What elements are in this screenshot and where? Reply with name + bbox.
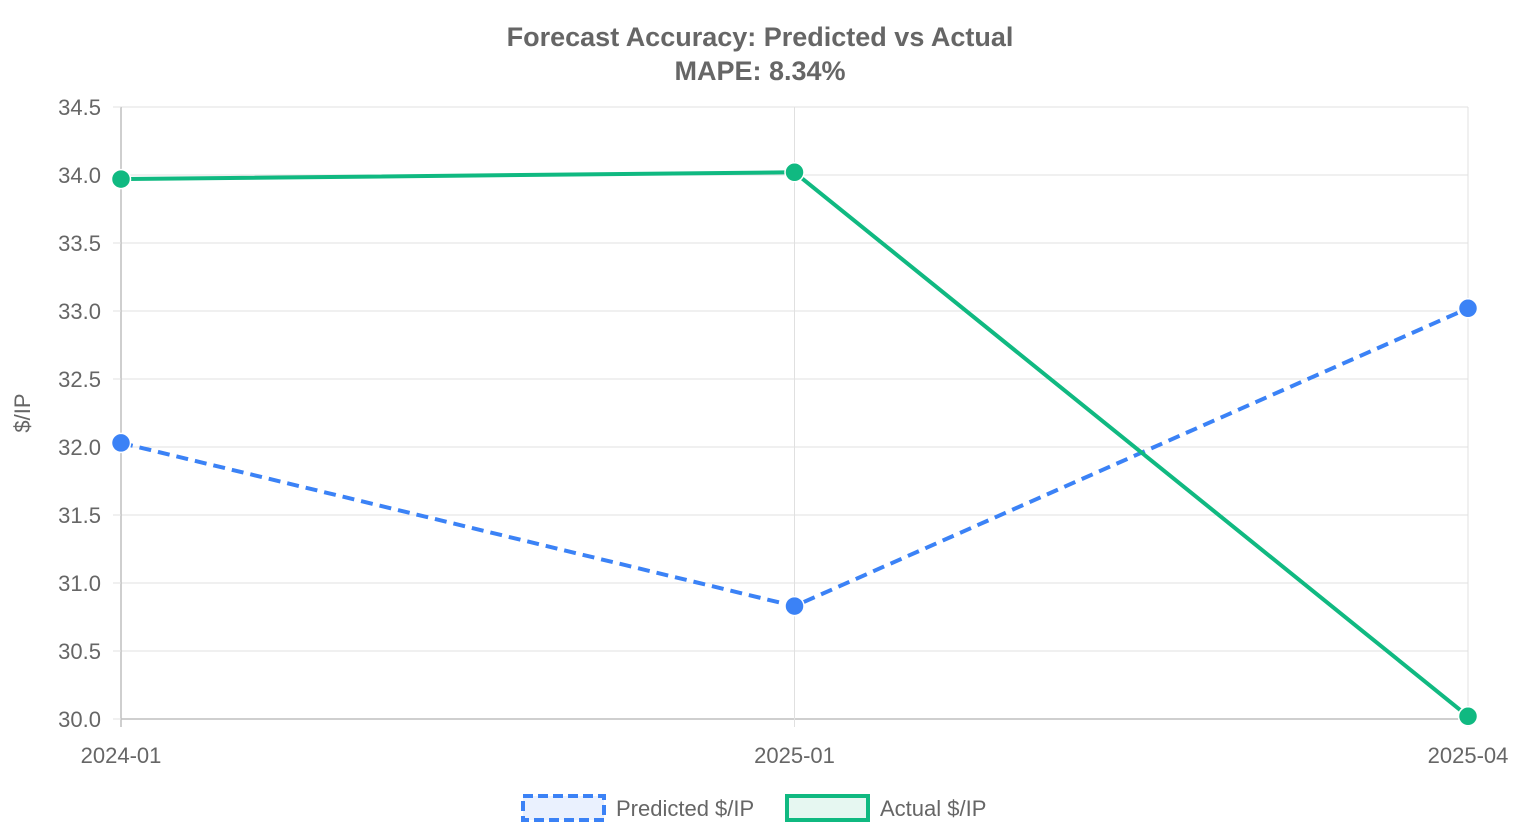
y-tick-label: 31.5 (58, 503, 101, 528)
legend-item-actual[interactable]: Actual $/IP (785, 794, 986, 822)
axes: 30.0 30.5 31.0 31.5 32.0 32.5 33.0 33.5 34.0 34.5… (58, 95, 1508, 768)
y-tick-label: 33.5 (58, 231, 101, 256)
legend-item-predicted[interactable]: Predicted $/IP (521, 794, 754, 822)
legend-swatch (785, 794, 870, 822)
y-tick-label: 30.0 (58, 707, 101, 732)
y-tick-label: 30.5 (58, 639, 101, 664)
data-point-predicted[interactable] (110, 432, 132, 454)
data-point-actual[interactable] (1457, 706, 1479, 727)
x-tick-label: 2024-01 (81, 743, 162, 768)
y-axis-title: $/IP (10, 393, 35, 432)
legend-label: Actual $/IP (880, 796, 986, 821)
legend[interactable]: Predicted $/IP Actual $/IP (521, 794, 986, 822)
x-tick-label: 2025-04 (1428, 743, 1509, 768)
chart-title: Forecast Accuracy: Predicted vs Actual (507, 22, 1014, 52)
y-tick-label: 31.0 (58, 571, 101, 596)
legend-swatch (521, 794, 606, 822)
data-point-predicted[interactable] (784, 595, 805, 617)
y-tick-label: 32.0 (58, 435, 101, 460)
y-tick-label: 34.0 (58, 163, 101, 188)
chart-subtitle: MAPE: 8.34% (674, 56, 845, 86)
y-tick-label: 33.0 (58, 299, 101, 324)
series-layer (110, 162, 1479, 727)
y-tick-label: 34.5 (58, 95, 101, 120)
y-tick-label: 32.5 (58, 367, 101, 392)
data-point-predicted[interactable] (1457, 298, 1479, 319)
legend-label: Predicted $/IP (616, 796, 754, 821)
data-point-actual[interactable] (110, 168, 132, 190)
data-point-actual[interactable] (784, 162, 805, 183)
x-tick-label: 2025-01 (754, 743, 835, 768)
grid (120, 106, 1469, 727)
